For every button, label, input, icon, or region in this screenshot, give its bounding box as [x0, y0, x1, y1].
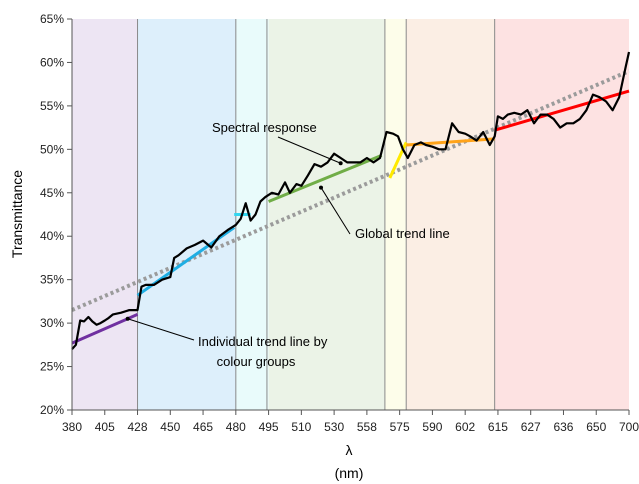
x-tick-label: 575 — [390, 420, 410, 434]
global-trend-line — [71, 69, 630, 312]
x-tick-label: 480 — [226, 420, 246, 434]
colour-bands — [72, 19, 629, 410]
colour-band — [268, 19, 385, 410]
x-tick-label: 428 — [128, 420, 148, 434]
group-trend-line — [268, 154, 383, 203]
x-tick-label: 510 — [291, 420, 311, 434]
x-tick-label: 650 — [586, 420, 606, 434]
spectral-response-line — [71, 51, 631, 350]
colour-band — [384, 19, 407, 410]
y-axis-title: Transmittance — [9, 170, 25, 258]
y-tick-label: 50% — [40, 142, 64, 156]
annotation-point — [125, 316, 130, 321]
x-tick-label: 615 — [488, 420, 508, 434]
x-tick-label: 530 — [324, 420, 344, 434]
x-axis-title: λ — [346, 442, 353, 458]
y-tick-label: 35% — [40, 273, 64, 287]
annotation-label-line2: colour groups — [217, 354, 296, 369]
y-tick-label: 30% — [40, 316, 64, 330]
x-tick-label: 700 — [619, 420, 639, 434]
y-tick-label: 60% — [40, 55, 64, 69]
y-tick-label: 45% — [40, 186, 64, 200]
x-tick-label: 602 — [455, 420, 475, 434]
group-trend-line — [406, 137, 495, 147]
y-tick-labels: 20% 25% 30% 35% 40% 45% 50% 55% 60% 65% — [40, 12, 72, 417]
x-axis-unit: (nm) — [335, 465, 364, 481]
annotation-point — [338, 161, 343, 166]
group-trend-line — [494, 89, 630, 132]
x-tick-label: 465 — [193, 420, 213, 434]
x-tick-labels: 380 405 428 450 465 480 495 510 530 558 575 590 602 6… — [62, 410, 639, 434]
annotation-label: Global trend line — [355, 226, 450, 241]
global-trend-line — [71, 69, 630, 312]
annotation-leader — [277, 136, 341, 164]
annotation-leader — [320, 187, 351, 235]
colour-band — [494, 19, 629, 410]
annotation-leader — [127, 318, 195, 341]
y-tick-label: 40% — [40, 229, 64, 243]
x-tick-label: 380 — [62, 420, 82, 434]
annotation-label: Spectral response — [212, 120, 317, 135]
y-tick-label: 65% — [40, 12, 64, 26]
x-tick-label: 590 — [422, 420, 442, 434]
colour-band — [137, 19, 236, 410]
colour-band — [406, 19, 495, 410]
annotations: Spectral response Global trend line Indivi… — [125, 120, 450, 369]
y-tick-label: 20% — [40, 403, 64, 417]
annotation-point — [319, 185, 324, 190]
y-tick-label: 25% — [40, 360, 64, 374]
axes — [71, 19, 629, 411]
x-tick-label: 405 — [95, 420, 115, 434]
colour-band — [72, 19, 138, 410]
x-tick-label: 450 — [160, 420, 180, 434]
x-tick-label: 636 — [553, 420, 573, 434]
x-tick-label: 558 — [357, 420, 377, 434]
annotation-label: Individual trend line by — [198, 334, 328, 349]
y-tick-label: 55% — [40, 99, 64, 113]
x-tick-label: 627 — [521, 420, 541, 434]
x-tick-label: 495 — [259, 420, 279, 434]
spectral-response-line — [71, 51, 631, 350]
